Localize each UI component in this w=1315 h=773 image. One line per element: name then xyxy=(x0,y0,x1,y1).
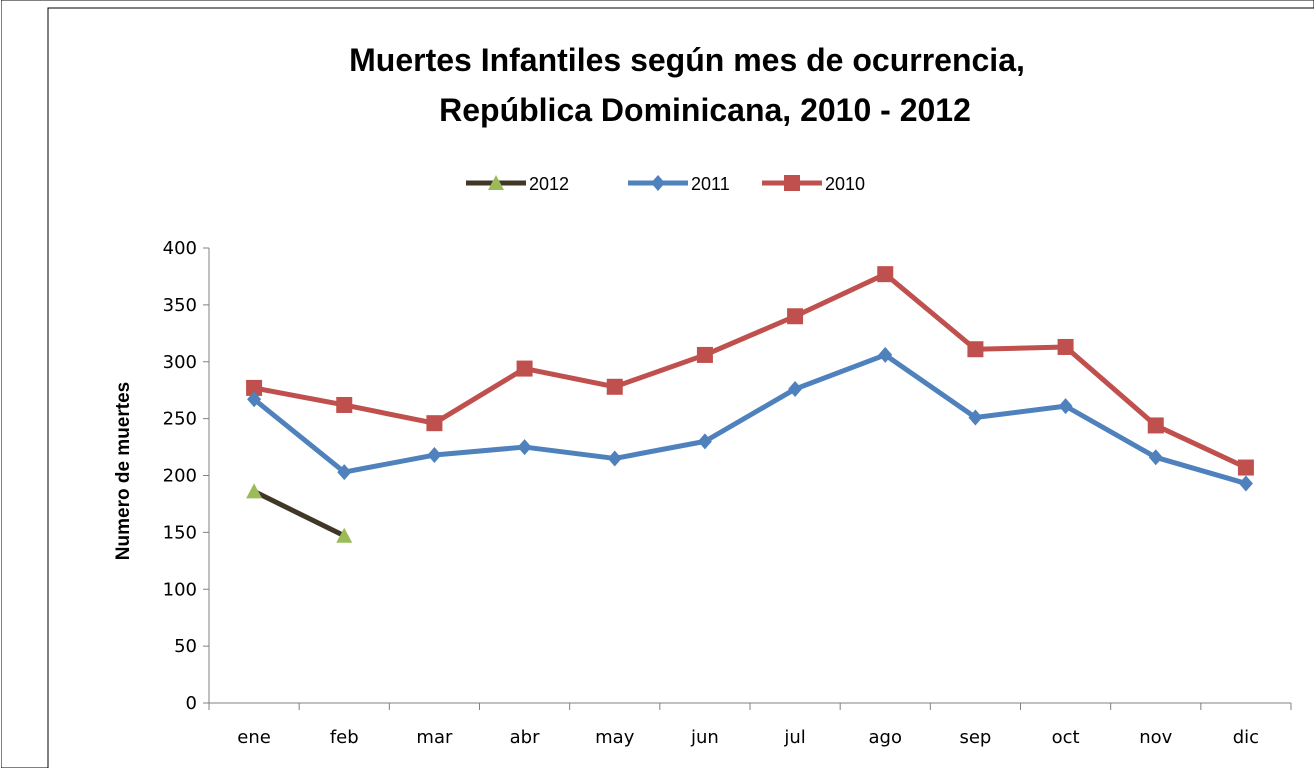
data-point-2010-oct xyxy=(1057,338,1074,355)
x-tick-label: jul xyxy=(783,727,805,748)
chart-subtitle: República Dominicana, 2010 - 2012 xyxy=(439,92,971,128)
legend-marker-2011 xyxy=(651,175,665,191)
chart-title: Muertes Infantiles según mes de ocurrenc… xyxy=(349,42,1025,78)
axes: 0 50 100 150 200 250 300 350 400 ene feb mar abr may j… xyxy=(163,238,1292,748)
legend-label-2011: 2011 xyxy=(691,174,730,194)
data-point-2011-sep xyxy=(968,409,983,426)
series-2012 xyxy=(246,483,353,543)
data-point-2010-mar xyxy=(426,415,443,432)
series-2011 xyxy=(247,346,1253,492)
legend: 2012 2011 2010 xyxy=(466,174,865,194)
data-point-2011-abr xyxy=(517,439,532,456)
series-line-2012 xyxy=(251,488,347,539)
y-tick-label: 400 xyxy=(163,238,197,259)
data-point-2011-jun xyxy=(697,433,712,450)
legend-item-2012: 2012 xyxy=(466,174,569,194)
data-point-2012-ene xyxy=(246,483,263,499)
data-point-2011-mar xyxy=(427,447,442,464)
data-point-2010-jul xyxy=(787,308,804,325)
data-point-2012-feb xyxy=(336,527,353,543)
data-point-2010-jun xyxy=(696,346,713,363)
data-point-2011-ene xyxy=(247,391,262,408)
data-point-2011-nov xyxy=(1148,449,1163,466)
data-point-2011-dic xyxy=(1238,475,1253,492)
data-point-2010-sep xyxy=(967,341,984,358)
data-point-2010-feb xyxy=(336,396,353,413)
data-point-2011-ago xyxy=(878,346,893,363)
series-line-2011 xyxy=(251,352,1249,486)
series-layer xyxy=(246,266,1254,543)
x-tick-label: may xyxy=(595,727,635,748)
data-point-2010-abr xyxy=(516,360,533,377)
y-tick-label: 350 xyxy=(163,295,197,316)
data-point-2010-ene xyxy=(246,379,263,396)
data-point-2011-oct xyxy=(1058,398,1073,415)
data-point-2010-ago xyxy=(877,266,894,283)
y-tick-label: 50 xyxy=(174,636,197,657)
legend-item-2010: 2010 xyxy=(762,174,865,194)
y-tick-label: 150 xyxy=(163,522,197,543)
series-2010 xyxy=(246,266,1254,476)
data-point-2011-feb xyxy=(337,464,352,481)
x-tick-label: ago xyxy=(869,727,902,748)
data-point-2011-may xyxy=(607,450,622,467)
x-tick-label: nov xyxy=(1139,727,1172,748)
x-tick-label: jun xyxy=(690,727,719,748)
y-tick-label: 300 xyxy=(163,352,197,373)
legend-label-2010: 2010 xyxy=(825,174,865,194)
y-tick-label: 250 xyxy=(163,409,197,430)
x-tick-label: ene xyxy=(237,727,271,748)
series-line-2010 xyxy=(251,271,1249,471)
x-tick-label: oct xyxy=(1052,727,1080,748)
y-tick-label: 200 xyxy=(163,466,197,487)
x-tick-label: feb xyxy=(330,727,359,748)
legend-marker-2012 xyxy=(488,175,504,190)
legend-item-2011: 2011 xyxy=(628,174,730,194)
legend-marker-2010 xyxy=(784,175,800,191)
data-point-2010-dic xyxy=(1237,459,1254,476)
data-point-2011-jul xyxy=(788,381,803,398)
y-tick-label: 0 xyxy=(186,693,197,714)
y-axis-title: Numero de muertes xyxy=(113,382,134,560)
y-tick-label: 100 xyxy=(163,579,197,600)
data-point-2010-may xyxy=(606,378,623,395)
x-tick-label: abr xyxy=(510,727,540,748)
data-point-2010-nov xyxy=(1147,417,1164,434)
x-tick-label: mar xyxy=(416,727,453,748)
x-tick-label: sep xyxy=(959,727,991,748)
legend-label-2012: 2012 xyxy=(529,174,569,194)
x-tick-label: dic xyxy=(1233,727,1259,748)
